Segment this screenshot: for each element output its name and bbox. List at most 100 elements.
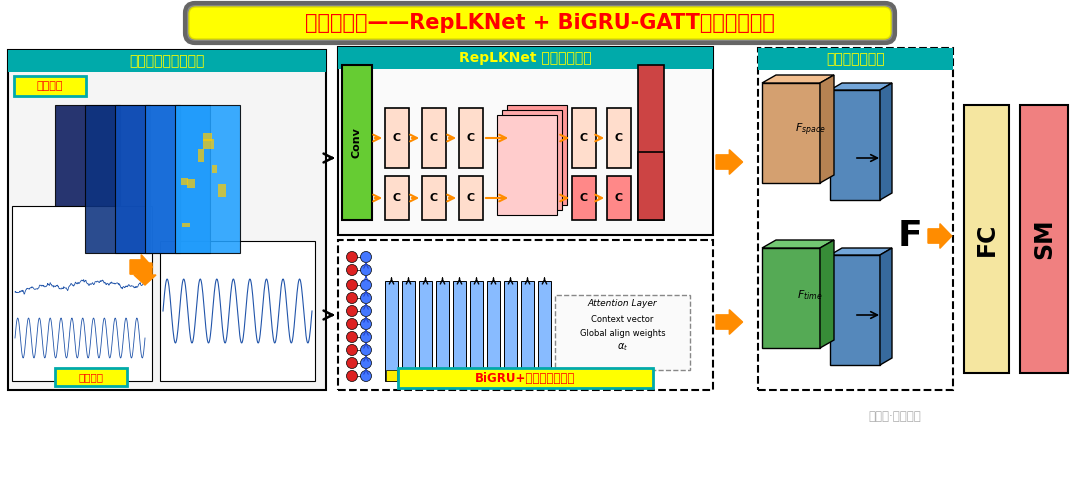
FancyBboxPatch shape — [145, 105, 210, 253]
Text: RepLKNet 大核卷积操作: RepLKNet 大核卷积操作 — [459, 51, 592, 65]
FancyBboxPatch shape — [505, 370, 516, 381]
Text: C: C — [430, 193, 438, 203]
FancyBboxPatch shape — [538, 281, 551, 381]
Circle shape — [347, 264, 357, 275]
Text: 一维序列: 一维序列 — [79, 372, 104, 382]
Circle shape — [361, 318, 372, 329]
FancyBboxPatch shape — [638, 152, 664, 220]
Text: 公众号·建模先锋: 公众号·建模先锋 — [868, 410, 921, 423]
FancyBboxPatch shape — [55, 105, 120, 253]
FancyBboxPatch shape — [85, 105, 150, 253]
FancyArrow shape — [928, 224, 951, 249]
FancyBboxPatch shape — [8, 50, 326, 72]
FancyBboxPatch shape — [522, 370, 534, 381]
Circle shape — [361, 293, 372, 304]
Polygon shape — [762, 83, 820, 183]
FancyBboxPatch shape — [386, 370, 397, 381]
Text: C: C — [467, 193, 475, 203]
FancyBboxPatch shape — [459, 176, 483, 220]
FancyBboxPatch shape — [758, 48, 953, 70]
FancyBboxPatch shape — [487, 281, 500, 381]
FancyBboxPatch shape — [607, 176, 631, 220]
Circle shape — [361, 370, 372, 381]
FancyBboxPatch shape — [422, 176, 446, 220]
FancyBboxPatch shape — [14, 76, 86, 96]
FancyBboxPatch shape — [198, 149, 204, 162]
Text: Attention Layer: Attention Layer — [588, 298, 658, 307]
FancyArrow shape — [134, 263, 156, 285]
FancyBboxPatch shape — [964, 105, 1009, 373]
FancyBboxPatch shape — [12, 206, 152, 381]
Text: 多模态数据集预处理: 多模态数据集预处理 — [130, 54, 205, 68]
FancyBboxPatch shape — [521, 281, 534, 381]
FancyBboxPatch shape — [497, 115, 557, 215]
Text: F: F — [897, 219, 922, 253]
FancyBboxPatch shape — [459, 108, 483, 168]
FancyBboxPatch shape — [572, 108, 596, 168]
Circle shape — [347, 358, 357, 369]
Polygon shape — [831, 248, 892, 255]
Circle shape — [361, 358, 372, 369]
FancyBboxPatch shape — [470, 281, 483, 381]
FancyBboxPatch shape — [488, 370, 499, 381]
Polygon shape — [831, 90, 880, 200]
FancyBboxPatch shape — [1020, 105, 1068, 373]
FancyBboxPatch shape — [218, 184, 226, 197]
FancyBboxPatch shape — [160, 241, 315, 381]
FancyBboxPatch shape — [399, 368, 653, 388]
Text: 多模态特征融合: 多模态特征融合 — [826, 52, 885, 66]
FancyArrow shape — [130, 255, 152, 279]
Text: Global align weights: Global align weights — [580, 328, 665, 337]
Text: Conv: Conv — [352, 127, 362, 158]
FancyBboxPatch shape — [402, 281, 415, 381]
FancyBboxPatch shape — [454, 370, 465, 381]
FancyBboxPatch shape — [507, 105, 567, 205]
FancyBboxPatch shape — [181, 178, 188, 185]
FancyBboxPatch shape — [471, 370, 482, 381]
Text: BiGRU+全局注意力机制: BiGRU+全局注意力机制 — [475, 371, 576, 384]
FancyBboxPatch shape — [185, 3, 895, 43]
Text: 基于多模态——RepLKNet + BiGRU-GATT故障诊断模型: 基于多模态——RepLKNet + BiGRU-GATT故障诊断模型 — [305, 13, 775, 33]
FancyBboxPatch shape — [203, 139, 214, 149]
Text: $F_{time}$: $F_{time}$ — [797, 288, 823, 302]
FancyBboxPatch shape — [384, 108, 409, 168]
Polygon shape — [880, 83, 892, 200]
Text: C: C — [580, 133, 589, 143]
Circle shape — [347, 332, 357, 343]
Polygon shape — [880, 248, 892, 365]
FancyBboxPatch shape — [437, 370, 448, 381]
FancyBboxPatch shape — [342, 65, 372, 220]
FancyBboxPatch shape — [8, 50, 326, 390]
Text: Context vector: Context vector — [592, 315, 653, 324]
FancyArrow shape — [716, 150, 743, 174]
FancyBboxPatch shape — [175, 105, 240, 253]
Circle shape — [361, 264, 372, 275]
FancyBboxPatch shape — [203, 133, 212, 141]
FancyBboxPatch shape — [638, 65, 664, 220]
Polygon shape — [820, 75, 834, 183]
FancyBboxPatch shape — [338, 47, 713, 69]
FancyBboxPatch shape — [453, 281, 465, 381]
Circle shape — [361, 251, 372, 262]
Circle shape — [347, 370, 357, 381]
Circle shape — [361, 280, 372, 291]
Text: C: C — [467, 133, 475, 143]
Polygon shape — [831, 83, 892, 90]
Text: 时频图像: 时频图像 — [37, 81, 64, 91]
FancyBboxPatch shape — [183, 223, 190, 227]
FancyBboxPatch shape — [384, 281, 399, 381]
Text: FC: FC — [974, 222, 999, 256]
FancyBboxPatch shape — [502, 110, 562, 210]
FancyBboxPatch shape — [419, 281, 432, 381]
Polygon shape — [762, 240, 834, 248]
Text: $\alpha_t$: $\alpha_t$ — [617, 341, 629, 353]
FancyBboxPatch shape — [187, 179, 195, 188]
FancyBboxPatch shape — [422, 108, 446, 168]
Polygon shape — [762, 248, 820, 348]
Circle shape — [347, 318, 357, 329]
FancyBboxPatch shape — [607, 108, 631, 168]
Circle shape — [347, 345, 357, 356]
Text: C: C — [615, 133, 623, 143]
FancyBboxPatch shape — [403, 370, 414, 381]
Circle shape — [361, 345, 372, 356]
